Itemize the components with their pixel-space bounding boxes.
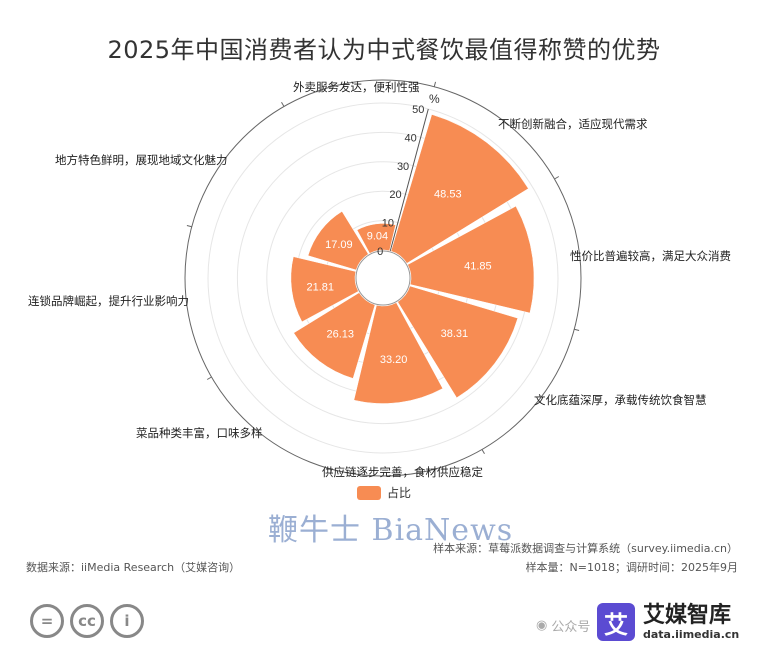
angle-tick [281, 101, 285, 107]
radial-tick-label: 20 [389, 189, 401, 201]
bar-sector [353, 302, 444, 404]
radial-tick-label: 40 [405, 132, 417, 144]
data-label: 41.85 [464, 261, 492, 273]
cc-icon: cc [70, 604, 104, 638]
legend-label: 占比 [387, 486, 412, 500]
angle-tick [329, 469, 333, 475]
bar-sector [307, 211, 369, 271]
bar-sector [397, 285, 519, 399]
license-badges: = cc i [30, 604, 144, 638]
sample-source: 样本来源：草莓派数据调查与计算系统（survey.iimedia.cn） [433, 542, 738, 555]
person-icon: i [110, 604, 144, 638]
radial-tick-label: 50 [412, 104, 424, 116]
bar-sector [293, 292, 376, 379]
watermark: 鞭牛士 BiaNews [268, 513, 514, 548]
data-label: 9.04 [367, 231, 388, 243]
radial-tick-label: 10 [382, 218, 394, 230]
radial-tick-label: 30 [397, 161, 409, 173]
category-label: 性价比普遍较高，满足大众消费 [570, 249, 731, 263]
radial-axis-line [389, 108, 429, 252]
data-label: 48.53 [434, 189, 462, 201]
category-label: 外卖服务发达，便利性强 [293, 80, 420, 94]
radial-tick-label: 0 [377, 246, 383, 258]
brand-icon: 艾 [597, 603, 635, 641]
angle-tick [574, 328, 580, 332]
center-hole [355, 250, 411, 306]
bar-sector [390, 114, 529, 264]
wechat-label: 公众号 [551, 620, 591, 635]
grid-circle [207, 102, 559, 454]
data-label: 26.13 [326, 329, 354, 341]
category-label: 菜品种类丰富，口味多样 [136, 426, 263, 440]
brand-url: data.iimedia.cn [643, 627, 740, 641]
category-label: 不断创新融合，适应现代需求 [498, 117, 648, 131]
data-label: 33.20 [380, 354, 408, 366]
brand-logo: 艾 艾媒智库 data.iimedia.cn [597, 603, 739, 641]
brand-name: 艾媒智库 [643, 602, 732, 628]
category-label: 连锁品牌崛起，提升行业影响力 [28, 294, 189, 308]
sample-info: 样本量：N=1018；调研时间：2025年9月 [525, 561, 738, 574]
bar-sector [290, 256, 359, 323]
angle-tick [433, 81, 437, 87]
category-label: 地方特色鲜明，展现地域文化魅力 [55, 153, 228, 167]
data-label: 17.09 [325, 239, 353, 251]
angle-tick [554, 176, 560, 180]
legend-swatch [357, 485, 381, 500]
wechat-account: ◉ 公众号 [536, 616, 590, 635]
angle-tick [206, 376, 212, 380]
angle-tick [186, 224, 192, 228]
axis-unit: % [429, 92, 440, 106]
data-label: 38.31 [441, 328, 469, 340]
wechat-icon: ◉ [536, 618, 548, 633]
chart-legend[interactable]: 占比 [357, 484, 411, 501]
angle-tick [481, 449, 485, 455]
bar-sector [356, 223, 396, 254]
chart-title: 2025年中国消费者认为中式餐饮最值得称赞的优势 [107, 36, 661, 64]
angle-axis-circle [184, 79, 582, 477]
category-label: 供应链逐步完善，食材供应稳定 [322, 465, 483, 479]
category-label: 文化底蕴深厚，承载传统饮食智慧 [534, 393, 707, 407]
data-source: 数据来源：iiMedia Research（艾媒咨询） [26, 561, 241, 574]
bar-sector [407, 205, 535, 314]
data-label: 21.81 [307, 281, 335, 293]
equals-icon: = [30, 604, 64, 638]
